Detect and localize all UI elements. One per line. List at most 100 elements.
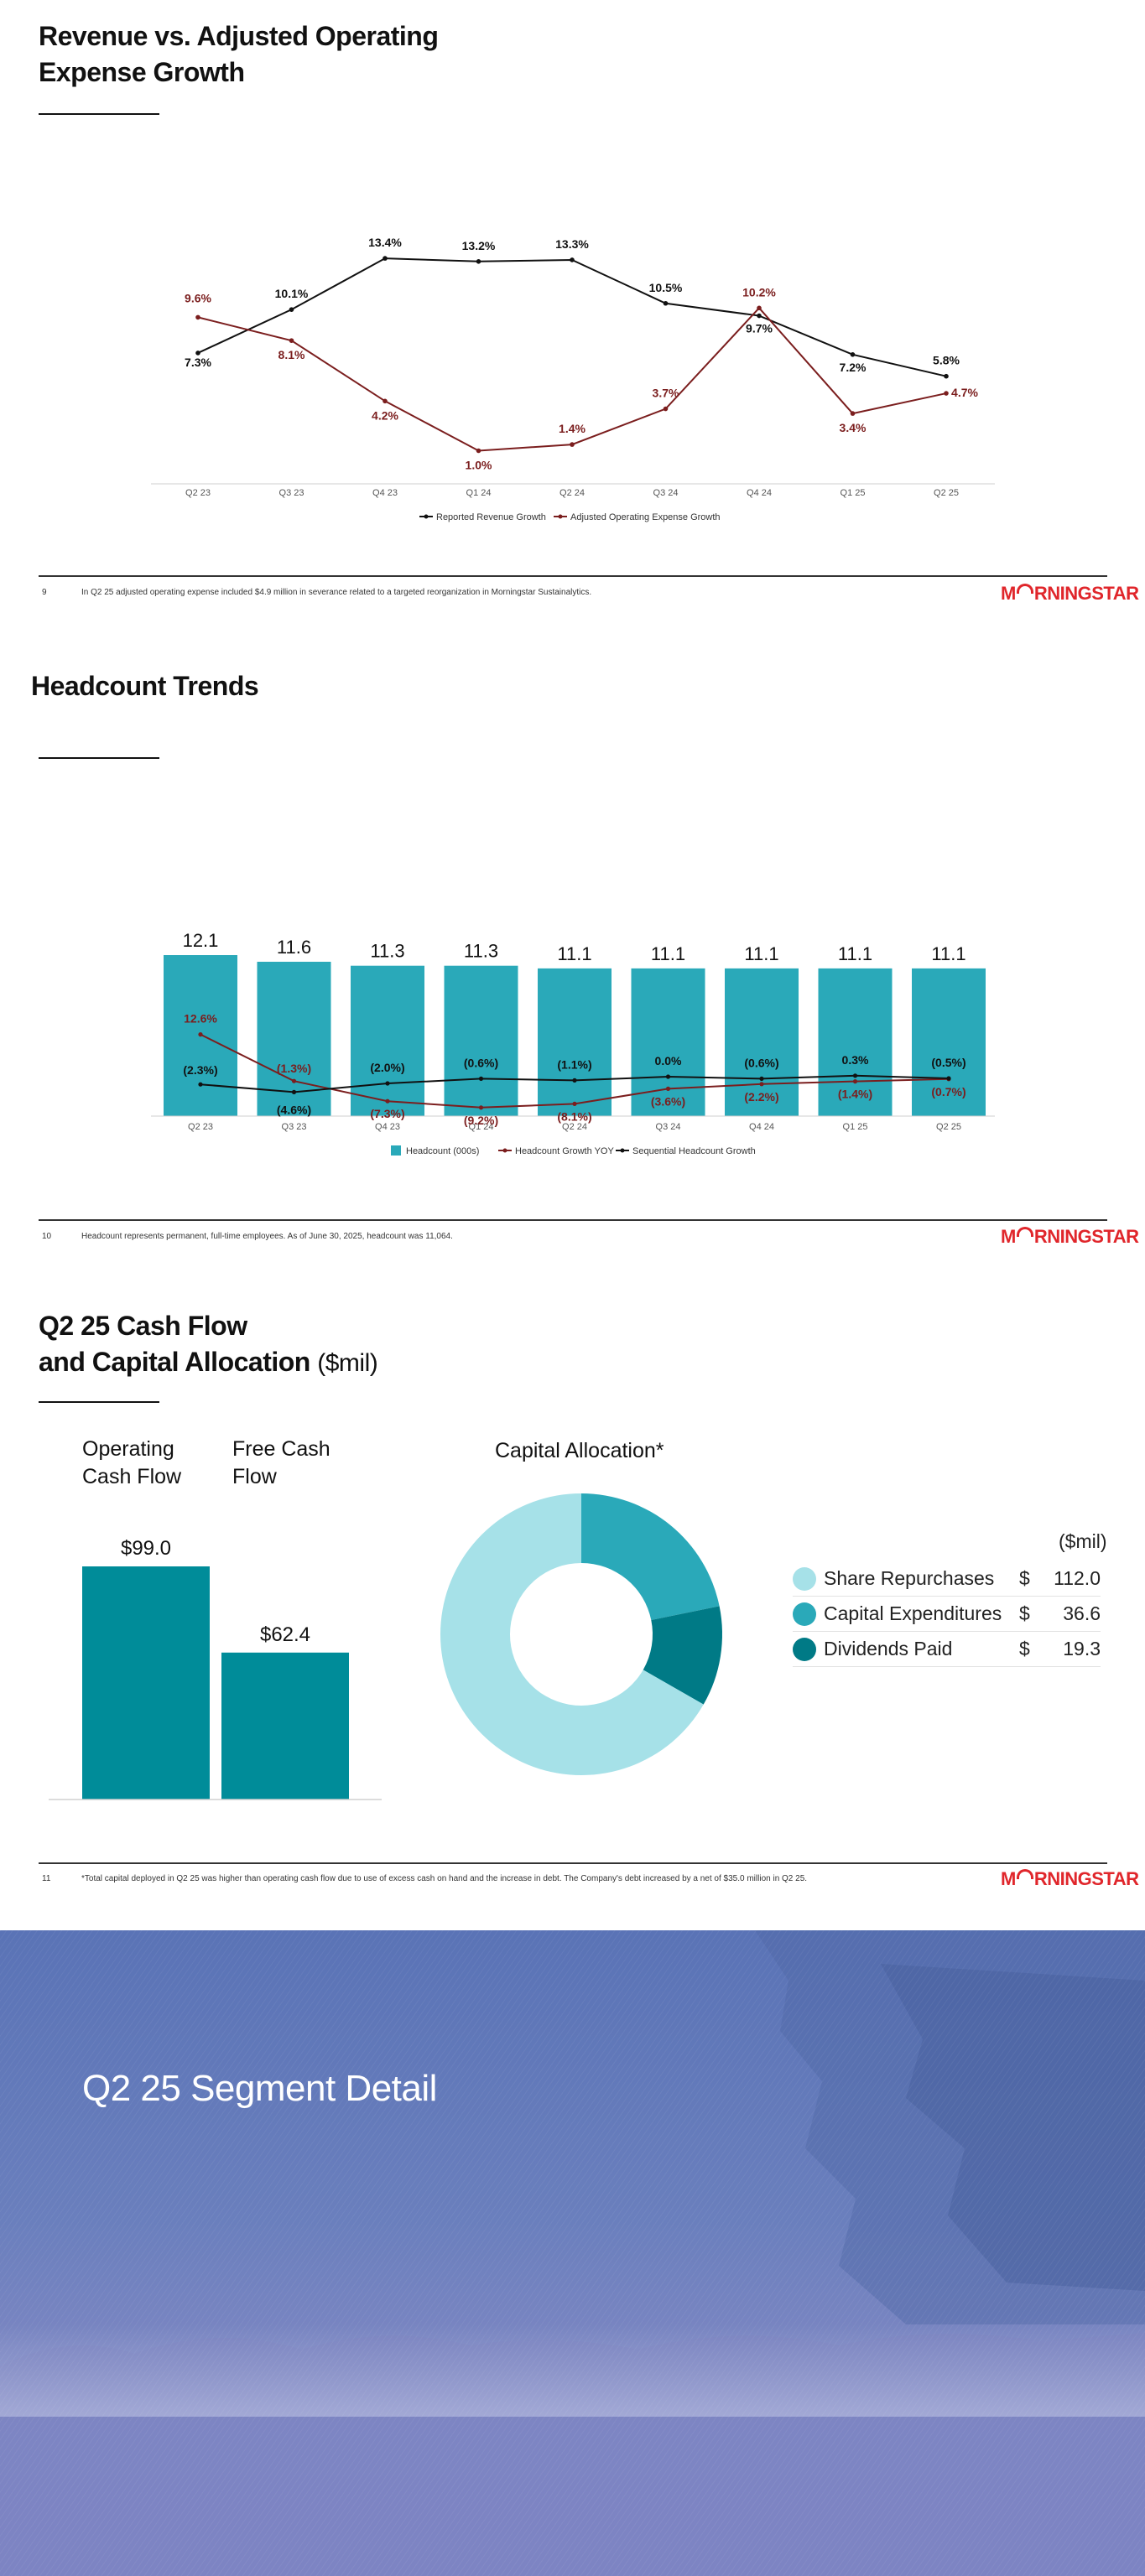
data-label: (9.2%) [464, 1114, 498, 1127]
page-title: Q2 25 Cash Flow and Capital Allocation (… [39, 1308, 378, 1381]
data-point [289, 338, 294, 343]
data-point [946, 1076, 951, 1081]
donut-slice [440, 1493, 704, 1775]
title-unit: ($mil) [317, 1349, 378, 1377]
logo-arc-icon [1016, 1869, 1033, 1879]
currency-symbol: $ [1019, 1638, 1030, 1659]
allocation-value: 19.3 [1063, 1638, 1101, 1659]
data-point [759, 1076, 764, 1081]
data-label: (7.3%) [370, 1107, 404, 1120]
allocation-legend-row: Share Repurchases $112.0 [793, 1564, 1101, 1597]
page-title: Revenue vs. Adjusted Operating Expense G… [39, 18, 439, 91]
x-tick-label: Q3 23 [282, 1122, 307, 1132]
x-tick-label: Q2 23 [185, 488, 211, 498]
logo-arc-icon [1016, 584, 1033, 594]
headcount-bar [725, 968, 799, 1116]
data-label: 8.1% [278, 348, 305, 361]
x-tick-label: Q1 25 [843, 1122, 868, 1132]
slide-segment-detail-cover: Q2 25 Segment Detail [0, 1930, 1145, 2576]
data-label: 10.1% [275, 287, 309, 300]
bar-value-label: $99.0 [121, 1537, 171, 1560]
bar-value-label: 11.1 [931, 943, 965, 964]
capital-allocation-title: Capital Allocation* [495, 1439, 664, 1462]
x-tick-label: Q2 25 [936, 1122, 961, 1132]
currency-symbol: $ [1019, 1567, 1030, 1589]
data-point [850, 411, 856, 416]
allocation-legend-row: Dividends Paid $19.3 [793, 1634, 1101, 1667]
data-point [198, 1032, 203, 1037]
x-tick-label: Q4 24 [747, 488, 772, 498]
data-label: (3.6%) [651, 1094, 685, 1108]
bar-value-label: 11.1 [838, 943, 872, 964]
legend-label: Headcount Growth YOY [515, 1146, 614, 1156]
x-tick-label: Q1 24 [466, 488, 492, 498]
title-underline [39, 113, 159, 115]
headcount-combo-chart: 12.1 11.6 11.3 11.3 11.1 11.1 11.1 11.1 11.1 Q2 2… [151, 930, 995, 1156]
data-point [291, 1089, 297, 1094]
cash-flow-bar [82, 1566, 210, 1800]
data-point [944, 373, 949, 379]
data-point [757, 313, 762, 319]
data-point [663, 406, 669, 412]
bar-value-label: 11.1 [744, 943, 778, 964]
donut-slice [643, 1606, 722, 1705]
free-cash-flow-label: Free Cash Flow [232, 1437, 330, 1488]
cash-flow-bar [221, 1652, 349, 1800]
bar-value-label: $62.4 [260, 1623, 310, 1646]
data-point [572, 1078, 577, 1083]
footnote: Headcount represents permanent, full-tim… [81, 1232, 453, 1241]
allocation-label: Share Repurchases [824, 1567, 995, 1589]
data-point [476, 259, 481, 264]
x-tick-label: Q3 24 [653, 488, 679, 498]
data-label: (0.5%) [931, 1056, 965, 1069]
x-tick-label: Q1 24 [469, 1122, 494, 1132]
footer-rule [39, 575, 1107, 577]
x-tick-label: Q2 24 [562, 1122, 587, 1132]
allocation-legend-row: Capital Expenditures $36.6 [793, 1599, 1101, 1632]
data-point [385, 1081, 390, 1086]
footnote: In Q2 25 adjusted operating expense incl… [81, 588, 592, 597]
data-label: 1.0% [466, 459, 492, 472]
allocation-label: Capital Expenditures [824, 1602, 1002, 1624]
data-label: (1.4%) [838, 1088, 872, 1101]
legend-marker [502, 1148, 507, 1153]
legend-label: Sequential Headcount Growth [632, 1146, 756, 1156]
data-label: (1.3%) [277, 1062, 311, 1075]
unit-label: ($mil) [1059, 1530, 1107, 1552]
forest-lake-background [0, 1930, 1145, 2576]
data-point [852, 1079, 858, 1084]
logo-arc-icon [1016, 1227, 1033, 1237]
page-number: 10 [42, 1232, 52, 1241]
data-label: (4.6%) [277, 1103, 311, 1116]
title-underline [39, 1401, 159, 1403]
legend-swatch [391, 1145, 401, 1156]
data-label: 4.2% [372, 408, 398, 422]
data-point [383, 256, 388, 261]
x-tick-label: Q3 23 [279, 488, 304, 498]
legend-dot-icon [793, 1638, 816, 1661]
headcount-bar [444, 965, 518, 1116]
data-label: 7.3% [185, 356, 211, 369]
data-point [195, 314, 200, 320]
legend-dot-icon [793, 1602, 816, 1626]
headcount-bar [351, 965, 424, 1116]
morningstar-logo: M RNINGSTAR [1001, 1868, 1139, 1889]
data-point [289, 307, 294, 312]
headcount-bar [538, 968, 612, 1116]
morningstar-logo: M RNINGSTAR [1001, 1226, 1139, 1247]
data-point [570, 257, 575, 262]
x-tick-label: Q1 25 [841, 488, 866, 498]
slide-cash-flow: Q2 25 Cash Flow and Capital Allocation (… [0, 1288, 1145, 1930]
bar-value-label: 11.1 [651, 943, 685, 964]
data-point [385, 1098, 390, 1104]
bar-value-label: 11.1 [557, 943, 591, 964]
x-tick-label: Q4 23 [375, 1122, 400, 1132]
title-line-1: Q2 25 Cash Flow [39, 1311, 247, 1341]
data-point [852, 1073, 858, 1078]
page-title: Headcount Trends [31, 671, 259, 701]
data-label: 3.7% [653, 387, 679, 400]
x-tick-label: Q4 23 [372, 488, 398, 498]
legend-dot-icon [793, 1567, 816, 1591]
legend-marker [620, 1148, 625, 1153]
legend-marker [558, 514, 563, 519]
